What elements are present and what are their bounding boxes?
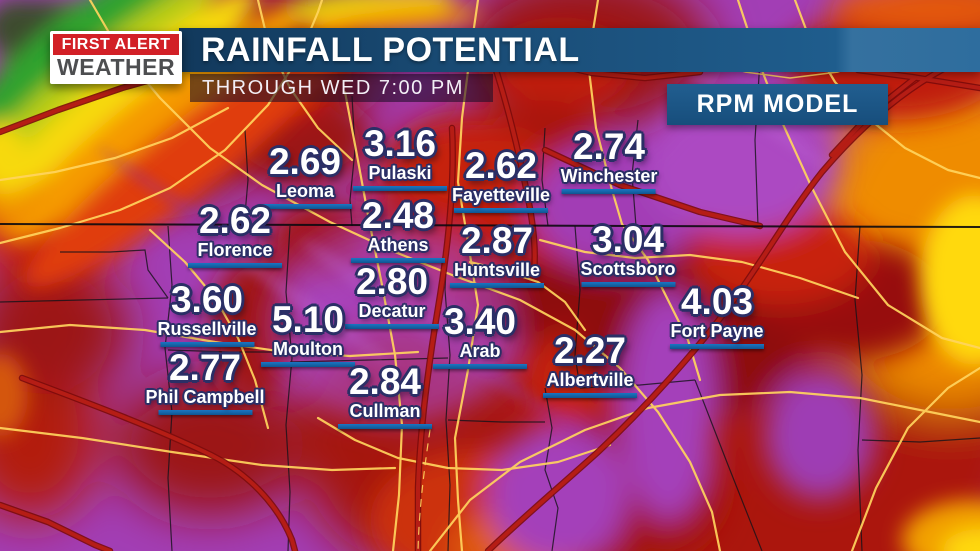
station-logo: FIRST ALERT WEATHER [50,31,183,84]
valid-time-text: THROUGH WED 7:00 PM [202,76,464,99]
logo-weather: WEATHER [53,55,180,81]
logo-first-alert: FIRST ALERT [53,34,180,55]
title-banner: RAINFALL POTENTIAL [179,28,980,72]
state-line [0,223,980,228]
subtitle-banner: THROUGH WED 7:00 PM [190,74,493,102]
model-badge-label: RPM MODEL [696,90,859,118]
model-badge: RPM MODEL [667,84,888,125]
page-title: RAINFALL POTENTIAL [201,30,580,69]
